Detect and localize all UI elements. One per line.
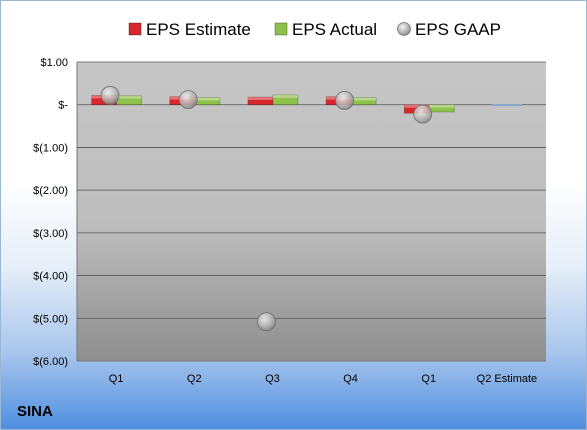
legend-eps-estimate: EPS Estimate — [128, 20, 251, 39]
y-tick-label: $(1.00) — [33, 142, 68, 154]
bar-eps-estimate — [247, 96, 274, 106]
y-tick-label: $(6.00) — [33, 356, 68, 368]
y-tick-label: $(3.00) — [33, 228, 68, 240]
bar-eps-actual-highlight — [351, 97, 377, 101]
legend-eps-gaap-label: EPS GAAP — [415, 20, 501, 39]
y-tick-label: $(2.00) — [33, 185, 68, 197]
x-tick-label: Q2 — [187, 373, 202, 385]
bar-eps-estimate-highlight — [404, 104, 430, 108]
bar-eps-actual-highlight — [194, 97, 220, 101]
y-tick-label: $(4.00) — [33, 271, 68, 283]
y-tick-label: $1.00 — [40, 57, 68, 69]
x-tick-label: Q3 — [265, 373, 280, 385]
point-eps-gaap — [178, 90, 198, 109]
bar-eps-actual — [194, 97, 221, 106]
legend-eps-actual: EPS Actual — [274, 20, 377, 39]
bar-eps-actual — [272, 94, 299, 106]
bar-eps-actual-body — [272, 94, 299, 106]
x-tick-label: Q2 Estimate — [477, 373, 538, 385]
point-eps-gaap — [100, 85, 120, 105]
bar-eps-estimate-highlight — [247, 97, 273, 101]
legend: EPS Estimate EPS Actual EPS GAAP — [128, 20, 501, 39]
point-eps-gaap — [335, 91, 354, 110]
legend-eps-actual-label: EPS Actual — [292, 20, 377, 39]
legend-eps-actual-swatch — [274, 22, 288, 36]
legend-eps-gaap: EPS GAAP — [397, 20, 501, 39]
bar-eps-actual — [116, 95, 142, 106]
y-tick-label: $(5.00) — [33, 313, 68, 325]
bar-eps-actual — [350, 97, 377, 106]
bar-eps-actual — [428, 104, 455, 113]
company-label: SINA — [17, 403, 53, 420]
bar-eps-actual-highlight — [429, 104, 455, 108]
legend-eps-estimate-label: EPS Estimate — [146, 20, 251, 39]
point-eps-gaap — [257, 312, 276, 332]
bar-eps-actual-highlight — [116, 95, 142, 99]
x-tick-label: Q4 — [343, 373, 358, 385]
plot-area — [77, 62, 546, 361]
legend-eps-gaap-swatch — [397, 22, 411, 36]
y-tick-label: $- — [58, 100, 68, 112]
bar-eps-actual-highlight — [272, 94, 298, 98]
legend-eps-estimate-swatch — [128, 22, 142, 36]
x-tick-label: Q1 — [421, 373, 436, 385]
x-tick-label: Q1 — [109, 373, 124, 385]
point-eps-gaap — [413, 104, 433, 124]
